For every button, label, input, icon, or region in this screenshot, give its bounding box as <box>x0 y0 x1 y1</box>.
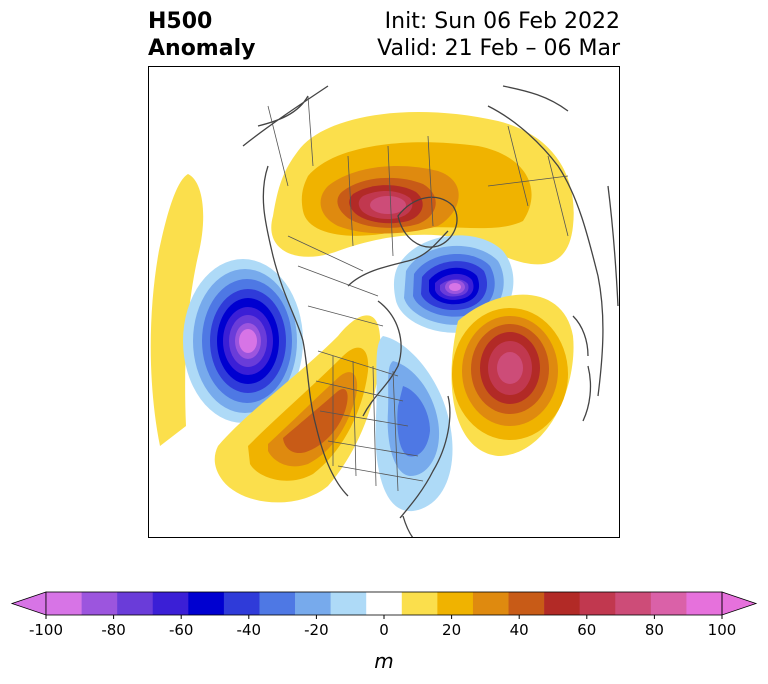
colorbar-cell <box>46 592 82 615</box>
positive-anomaly-west-tongue <box>150 174 204 446</box>
colorbar-tick-label: 60 <box>577 621 596 639</box>
colorbar-cell <box>366 592 403 615</box>
colorbar-cell <box>508 592 545 615</box>
colorbar-cell <box>117 592 154 615</box>
anomaly-map <box>148 66 620 538</box>
colorbar-tick-label: 0 <box>379 621 389 639</box>
colorbar-cell <box>259 592 296 615</box>
valid-period-label: Valid: 21 Feb – 06 Mar <box>377 36 620 61</box>
colorbar-cell <box>295 592 331 615</box>
colorbar-tick-label: 100 <box>708 621 737 639</box>
colorbar-tick-label: -40 <box>237 621 262 639</box>
colorbar-cell <box>437 592 474 615</box>
colorbar-cell <box>330 592 367 615</box>
colorbar-cell <box>472 592 509 615</box>
colorbar-cell <box>650 592 687 615</box>
colorbar-over-arrow <box>721 591 758 616</box>
map-subtitle: Init: Sun 06 Feb 2022 Valid: 21 Feb – 06… <box>377 8 620 62</box>
positive-anomaly-east <box>451 294 574 456</box>
negative-anomaly-eastern-na <box>375 336 453 512</box>
init-time-label: Init: Sun 06 Feb 2022 <box>384 9 620 34</box>
colorbar-cell <box>615 592 652 615</box>
colorbar-tick-label: 40 <box>510 621 529 639</box>
colorbar-cell <box>544 592 580 615</box>
colorbar-tick-label: 80 <box>645 621 664 639</box>
negative-anomaly-pacific <box>183 259 303 423</box>
colorbar-cells <box>10 591 758 616</box>
colorbar-tick-label: -100 <box>29 621 63 639</box>
colorbar-cell <box>686 592 723 615</box>
title-variable: H500 <box>148 9 213 34</box>
colorbar-under-arrow <box>10 591 47 616</box>
positive-anomaly-western-na <box>214 315 381 503</box>
colorbar-cell <box>152 592 189 615</box>
colorbar-tick-label: -20 <box>304 621 329 639</box>
map-title: H500 Anomaly <box>148 8 255 62</box>
title-field: Anomaly <box>148 36 256 61</box>
colorbar: -100 -80 -60 -40 -20 0 20 40 60 80 100 m <box>10 591 758 673</box>
colorbar-tick-label: -80 <box>101 621 126 639</box>
colorbar-ticks: -100 -80 -60 -40 -20 0 20 40 60 80 100 <box>29 615 736 639</box>
colorbar-unit-label: m <box>374 649 393 673</box>
colorbar-cell <box>401 592 438 615</box>
positive-anomaly-arctic <box>271 112 574 265</box>
colorbar-cell <box>579 592 616 615</box>
colorbar-tick-label: 20 <box>442 621 461 639</box>
map-frame <box>148 66 620 538</box>
colorbar-tick-label: -60 <box>169 621 194 639</box>
colorbar-cell <box>188 592 225 615</box>
colorbar-cell <box>81 592 118 615</box>
colorbar-cell <box>223 592 260 615</box>
coastlines <box>242 85 619 538</box>
political-boundaries <box>267 95 569 492</box>
